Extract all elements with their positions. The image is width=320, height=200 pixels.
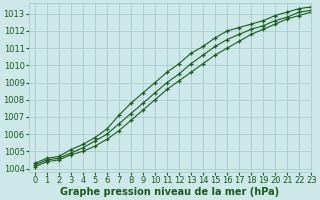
X-axis label: Graphe pression niveau de la mer (hPa): Graphe pression niveau de la mer (hPa) (60, 187, 280, 197)
